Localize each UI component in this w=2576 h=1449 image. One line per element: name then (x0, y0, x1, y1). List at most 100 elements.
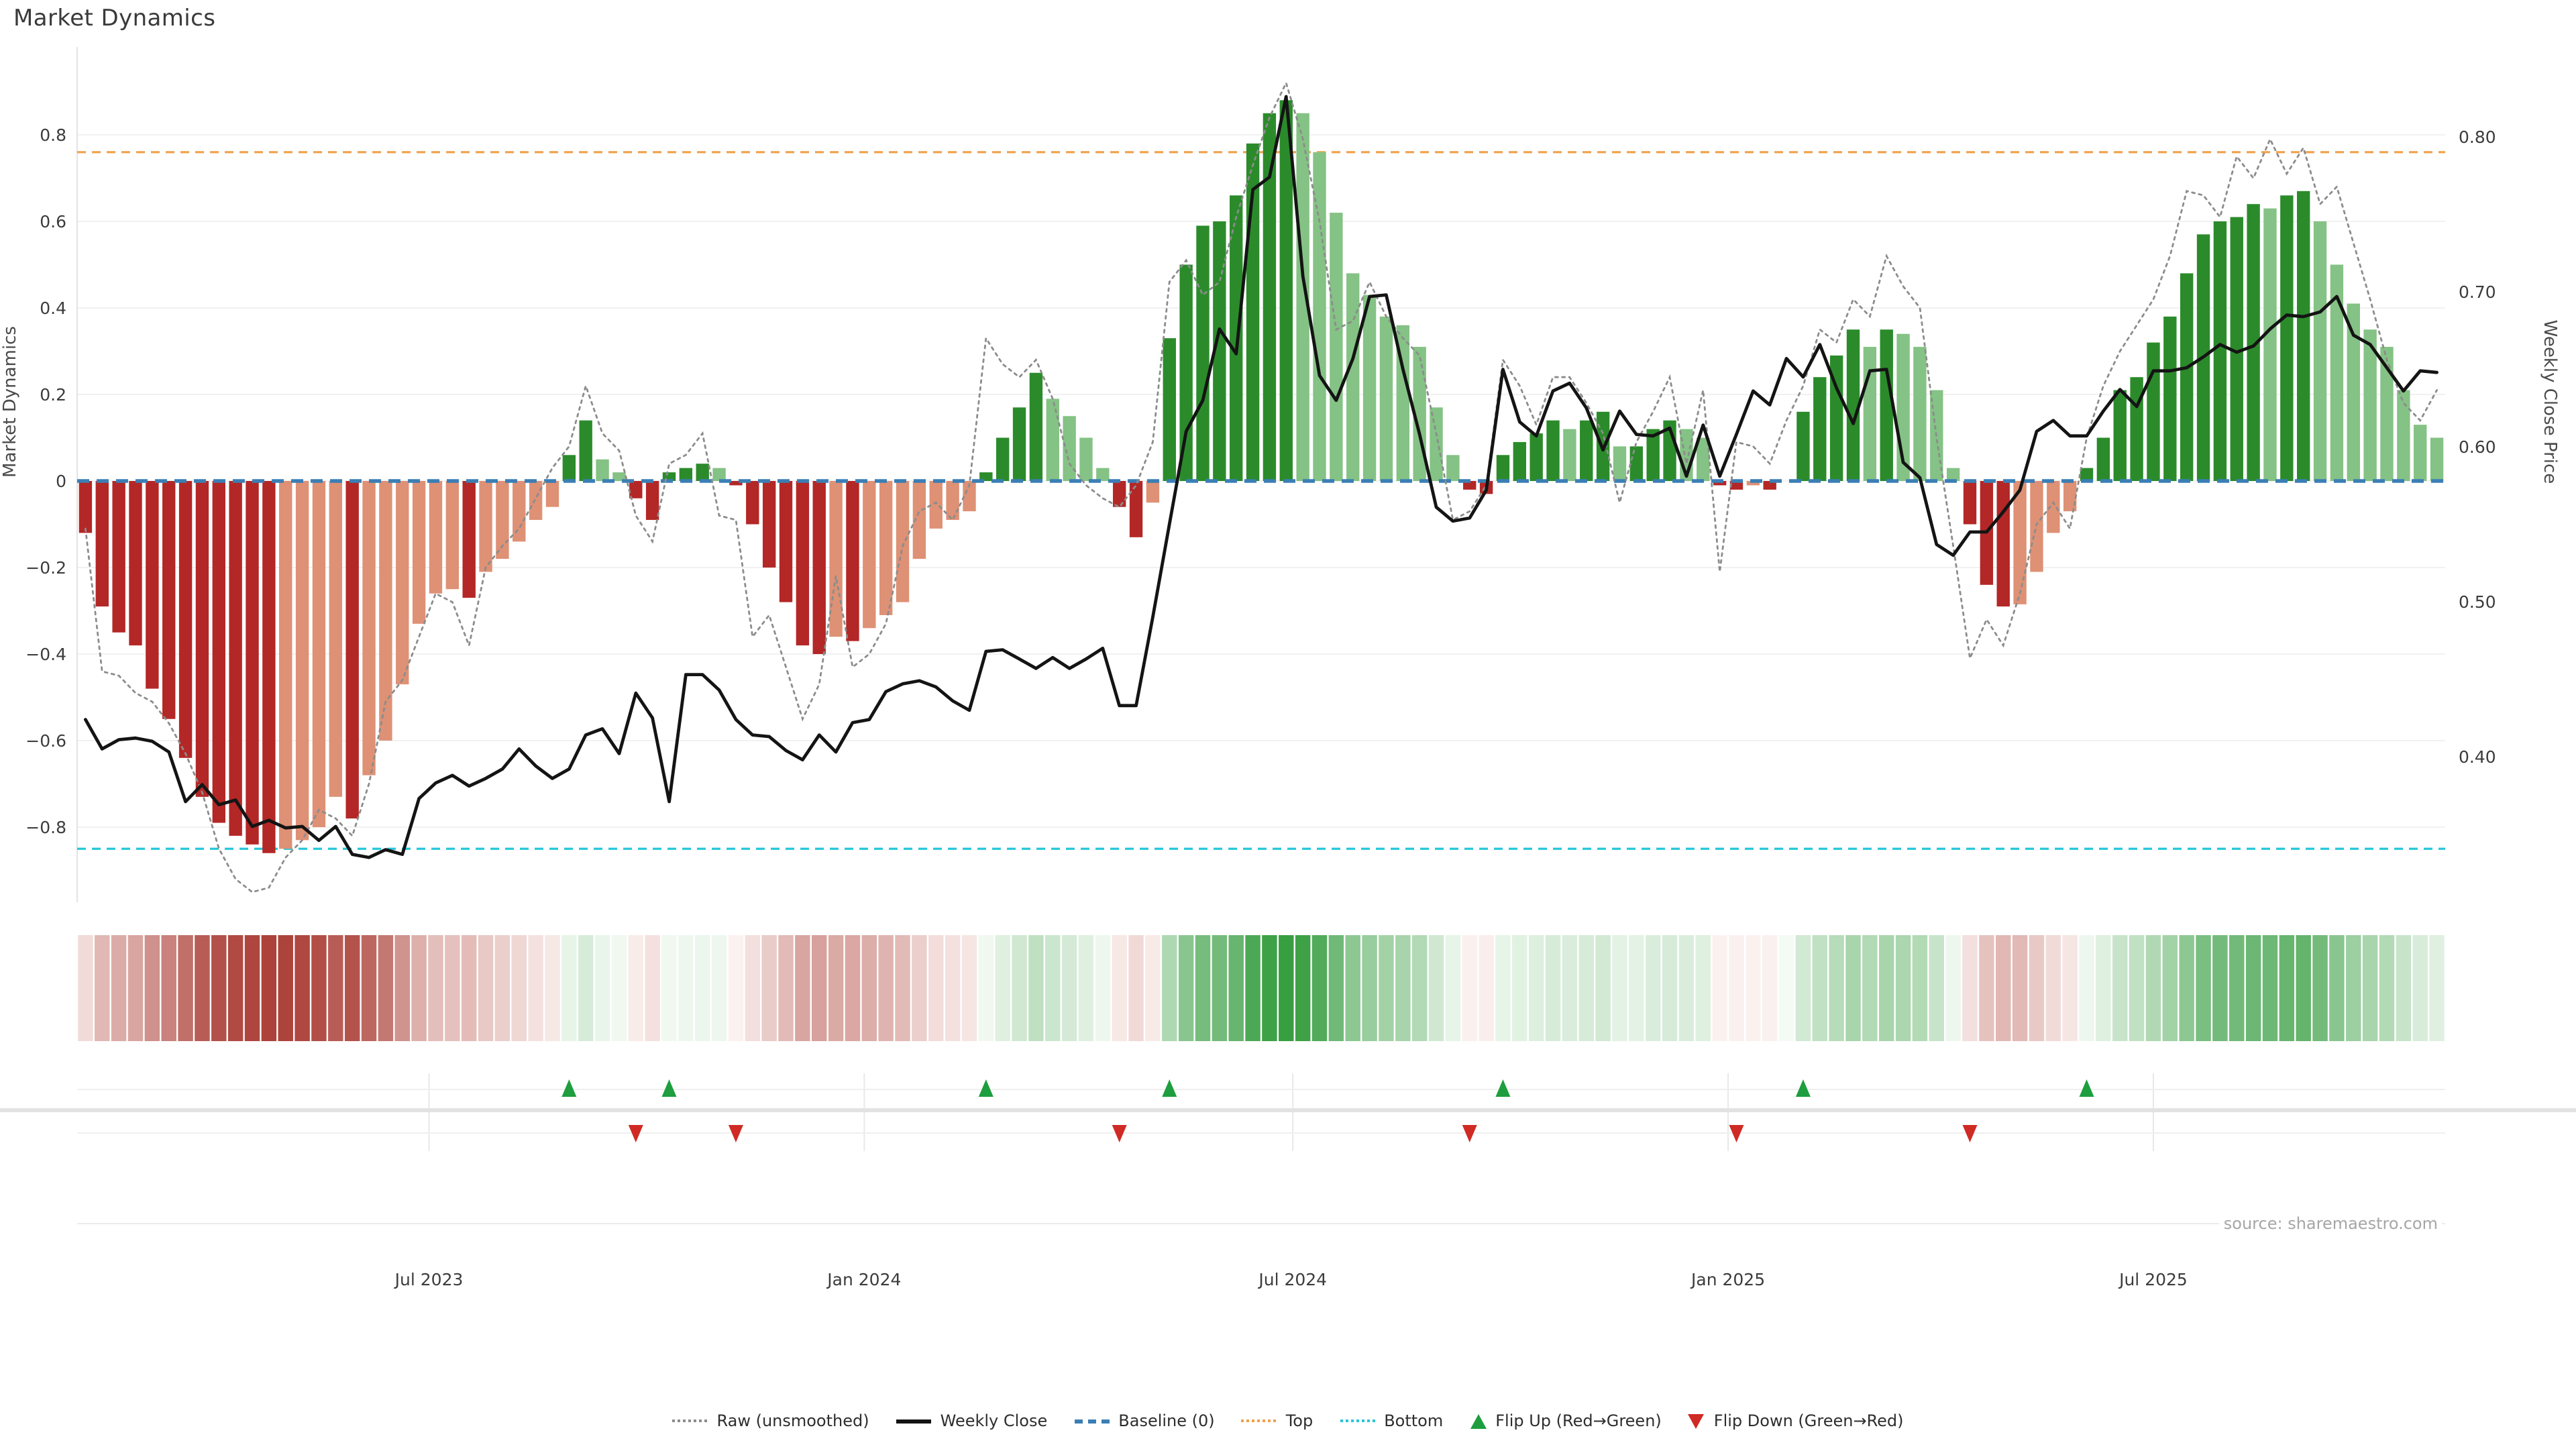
md-bar (146, 481, 159, 689)
heatmap-cell (1045, 935, 1061, 1041)
heatmap-cell (778, 935, 794, 1041)
md-bar (1913, 347, 1927, 481)
heatmap-cell (578, 935, 594, 1041)
md-bar (1529, 433, 1543, 481)
md-bar (529, 481, 543, 521)
heatmap-cell (1145, 935, 1161, 1041)
heatmap-cell (195, 935, 210, 1041)
md-bar (596, 459, 609, 481)
heatmap-cell (227, 935, 244, 1041)
x-tick-label: Jan 2025 (1690, 1270, 1765, 1289)
heatmap-cell (294, 935, 310, 1041)
md-bar (1163, 338, 1176, 481)
legend-item: Flip Down (Green→Red) (1688, 1411, 1904, 1430)
legend-label: Flip Up (Red→Green) (1495, 1411, 1662, 1430)
heatmap-cell (1078, 935, 1094, 1041)
heatmap-cell (1479, 935, 1494, 1041)
heatmap-cell (1729, 935, 1744, 1041)
md-bar (2313, 221, 2327, 481)
heatmap-cell (1528, 935, 1544, 1041)
legend-swatch-solid (896, 1419, 931, 1423)
md-bar (246, 481, 259, 845)
x-tick-label: Jul 2023 (394, 1270, 464, 1289)
heatmap-cell (2096, 935, 2111, 1041)
md-bar (545, 481, 559, 507)
heatmap-cell (1245, 935, 1260, 1041)
heatmap-cell (2396, 935, 2412, 1041)
heatmap-cell (628, 935, 644, 1041)
md-bar (1729, 481, 1743, 490)
heatmap-cell (1178, 935, 1194, 1041)
left-tick-label: −0.8 (25, 818, 66, 837)
raw-line (85, 80, 2438, 894)
md-bar (1996, 481, 2010, 607)
heatmap-cell (1095, 935, 1111, 1041)
heatmap-cell (2212, 935, 2228, 1041)
md-bar (212, 481, 225, 823)
heatmap-cell (1495, 935, 1511, 1041)
heatmap-cell (978, 935, 994, 1041)
md-bar (629, 481, 643, 498)
md-bar (112, 481, 125, 633)
heatmap-cell (2196, 935, 2211, 1041)
heatmap-cell (361, 935, 377, 1041)
md-bar (1446, 455, 1460, 481)
md-bar (1046, 398, 1059, 481)
flip-up-marker (2079, 1079, 2094, 1097)
md-bar (879, 481, 893, 615)
heatmap-cell (594, 935, 610, 1041)
triangle-down-icon (1688, 1413, 1705, 1428)
right-tick-label: 0.50 (2459, 592, 2496, 612)
flip-up-marker (561, 1079, 577, 1097)
heatmap-cell (661, 935, 677, 1041)
heatmap-cell (895, 935, 910, 1041)
md-bar (1196, 225, 1210, 481)
md-bar (796, 481, 810, 646)
md-bar (912, 481, 926, 559)
legend-label: Baseline (0) (1118, 1411, 1215, 1430)
heatmap-cell (1829, 935, 1844, 1041)
heatmap-cell (1712, 935, 1727, 1041)
md-bar (162, 481, 176, 719)
md-bar (1346, 273, 1360, 481)
flip-up-marker (1162, 1079, 1177, 1097)
md-bar (1580, 420, 1593, 481)
heatmap-cell (861, 935, 877, 1041)
heatmap-cell (1228, 935, 1244, 1041)
md-bar (1430, 407, 1443, 481)
md-bar (1146, 481, 1160, 503)
md-bar (1496, 455, 1510, 481)
heatmap-cell (127, 935, 144, 1041)
heatmap-cell (2179, 935, 2194, 1041)
md-bar (279, 481, 292, 849)
md-bar (1079, 437, 1093, 481)
heatmap-cell (344, 935, 360, 1041)
heatmap-cell (795, 935, 810, 1041)
heatmap-cell (1311, 935, 1328, 1041)
heatmap-cell (2379, 935, 2395, 1041)
legend-item: Flip Up (Red→Green) (1470, 1411, 1662, 1430)
flip-down-marker (728, 1125, 743, 1142)
heatmap-cell (1812, 935, 1828, 1041)
flip-down-marker (1462, 1125, 1477, 1142)
md-bar (929, 481, 943, 529)
md-bar (779, 481, 793, 602)
heatmap-cell (1979, 935, 1994, 1041)
source-note: source: sharemaestro.com (2219, 1214, 2442, 1233)
heatmap-cell (494, 935, 511, 1041)
heatmap-cell (1878, 935, 1894, 1041)
md-bar (1396, 325, 1409, 481)
heatmap-cell (1695, 935, 1711, 1041)
heatmap-cell (1012, 935, 1027, 1041)
left-tick-label: −0.4 (25, 645, 66, 664)
md-bar (2363, 329, 2377, 481)
triangle-up-icon (1470, 1413, 1487, 1428)
md-bar (229, 481, 242, 836)
md-bar (679, 468, 693, 481)
heatmap-cell (95, 935, 110, 1041)
md-bar (1697, 437, 1710, 481)
md-bar (946, 481, 959, 521)
md-bar (2380, 347, 2394, 481)
md-bar (412, 481, 426, 624)
heatmap-cell (2112, 935, 2128, 1041)
